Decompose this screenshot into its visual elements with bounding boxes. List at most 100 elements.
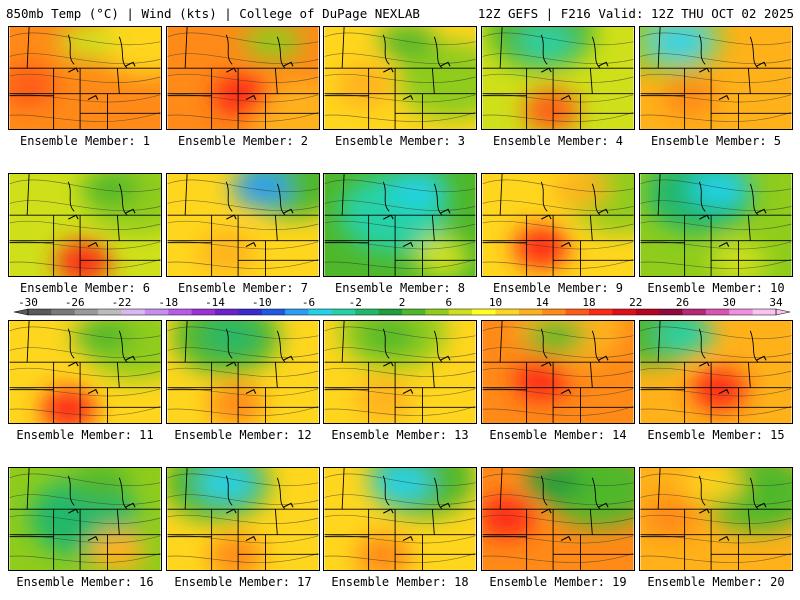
ensemble-member-label: Ensemble Member: 11 (16, 428, 154, 442)
colorbar-segment (729, 309, 754, 315)
colorbar-segment (98, 309, 122, 315)
colorbar-tick-label: -26 (65, 297, 85, 309)
colorbar-segment (355, 309, 380, 315)
temperature-map (323, 467, 477, 571)
colorbar-tick-label: -10 (252, 297, 272, 309)
colorbar-tick-label: 2 (399, 297, 406, 309)
colorbar-segment (378, 309, 403, 315)
ensemble-member-label: Ensemble Member: 9 (492, 281, 624, 295)
ensemble-panel: Ensemble Member: 16 (8, 467, 162, 589)
colorbar-segment (331, 309, 356, 315)
ensemble-panel: Ensemble Member: 11 (8, 320, 162, 442)
temperature-map (323, 320, 477, 424)
temperature-colorbar: -30-26-22-18-14-10-6-2261014182226303438… (13, 297, 791, 316)
colorbar-segment (215, 309, 239, 315)
map-title: 850mb Temp (°C) | Wind (kts) | College o… (6, 6, 420, 21)
ensemble-panel: Ensemble Member: 1 (8, 26, 162, 148)
colorbar-segment (682, 309, 707, 315)
colorbar-segment (518, 309, 543, 315)
colorbar-segment (285, 309, 309, 315)
colorbar-tick-label: 18 (582, 297, 595, 309)
colorbar-segment (191, 309, 216, 315)
model-valid-time: 12Z GEFS | F216 Valid: 12Z THU OCT 02 20… (477, 6, 794, 21)
colorbar-segment (168, 309, 193, 315)
colorbar-segment (51, 309, 76, 315)
temperature-map (166, 173, 320, 277)
ensemble-member-label: Ensemble Member: 8 (334, 281, 466, 295)
colorbar-segment (752, 309, 777, 315)
colorbar-tick-label: 26 (676, 297, 689, 309)
ensemble-panel: Ensemble Member: 5 (639, 26, 793, 148)
ensemble-panel: Ensemble Member: 9 (481, 173, 635, 295)
colorbar-segment (705, 309, 730, 315)
ensemble-member-label: Ensemble Member: 3 (334, 134, 466, 148)
colorbar-segment (261, 309, 286, 315)
colorbar-tick-label: 6 (445, 297, 452, 309)
ensemble-panel: Ensemble Member: 15 (639, 320, 793, 442)
colorbar-tick-label: 10 (489, 297, 502, 309)
ensemble-panel: Ensemble Member: 10 (639, 173, 793, 295)
ensemble-member-label: Ensemble Member: 14 (489, 428, 627, 442)
colorbar-segment (635, 309, 660, 315)
ensemble-member-label: Ensemble Member: 7 (177, 281, 309, 295)
colorbar-segment (472, 309, 496, 315)
ensemble-member-label: Ensemble Member: 12 (174, 428, 312, 442)
colorbar-segment (612, 309, 637, 315)
temperature-map (639, 26, 793, 130)
colorbar-tick-label: -2 (349, 297, 362, 309)
temperature-map (8, 26, 162, 130)
ensemble-member-label: Ensemble Member: 4 (492, 134, 624, 148)
colorbar-segment (495, 309, 520, 315)
colorbar-segment (121, 309, 146, 315)
temperature-map (323, 173, 477, 277)
temperature-map (481, 26, 635, 130)
ensemble-panel: Ensemble Member: 4 (481, 26, 635, 148)
ensemble-panel: Ensemble Member: 18 (323, 467, 477, 589)
colorbar-right-arrow (775, 308, 791, 316)
colorbar-tick-label: -14 (205, 297, 225, 309)
ensemble-member-label: Ensemble Member: 1 (19, 134, 151, 148)
temperature-map (166, 467, 320, 571)
colorbar-left-arrow (13, 308, 29, 316)
ensemble-panel: Ensemble Member: 8 (323, 173, 477, 295)
ensemble-panel: Ensemble Member: 17 (166, 467, 320, 589)
colorbar-tick-label: -22 (112, 297, 132, 309)
ensemble-member-label: Ensemble Member: 17 (174, 575, 312, 589)
temperature-map (481, 467, 635, 571)
temperature-map (639, 173, 793, 277)
temperature-map (8, 467, 162, 571)
colorbar-segment (144, 309, 169, 315)
ensemble-member-label: Ensemble Member: 6 (19, 281, 151, 295)
ensemble-member-label: Ensemble Member: 18 (331, 575, 469, 589)
colorbar-tick-label: -6 (302, 297, 315, 309)
ensemble-panel: Ensemble Member: 12 (166, 320, 320, 442)
ensemble-panel: Ensemble Member: 13 (323, 320, 477, 442)
ensemble-member-label: Ensemble Member: 19 (489, 575, 627, 589)
ensemble-member-label: Ensemble Member: 5 (650, 134, 782, 148)
ensemble-panel: Ensemble Member: 19 (481, 467, 635, 589)
colorbar-segment (448, 309, 473, 315)
ensemble-panel: Ensemble Member: 6 (8, 173, 162, 295)
colorbar-segment (308, 309, 333, 315)
colorbar-segment (589, 309, 613, 315)
colorbar-tick-label: -30 (18, 297, 38, 309)
temperature-map (166, 320, 320, 424)
temperature-map (323, 26, 477, 130)
colorbar-tick-label: 22 (629, 297, 642, 309)
ensemble-member-label: Ensemble Member: 10 (647, 281, 785, 295)
colorbar-segment (565, 309, 590, 315)
colorbar-segment (402, 309, 426, 315)
ensemble-member-label: Ensemble Member: 13 (331, 428, 469, 442)
colorbar-tick-label: 34 (769, 297, 783, 309)
colorbar-tick-label: 30 (723, 297, 736, 309)
temperature-map (639, 320, 793, 424)
temperature-map (481, 320, 635, 424)
ensemble-panel: Ensemble Member: 3 (323, 26, 477, 148)
ensemble-member-label: Ensemble Member: 2 (177, 134, 309, 148)
temperature-map (8, 320, 162, 424)
ensemble-member-label: Ensemble Member: 15 (647, 428, 785, 442)
colorbar-segment (425, 309, 450, 315)
colorbar-tick-label: 14 (536, 297, 550, 309)
ensemble-panel: Ensemble Member: 14 (481, 320, 635, 442)
ensemble-panel: Ensemble Member: 20 (639, 467, 793, 589)
